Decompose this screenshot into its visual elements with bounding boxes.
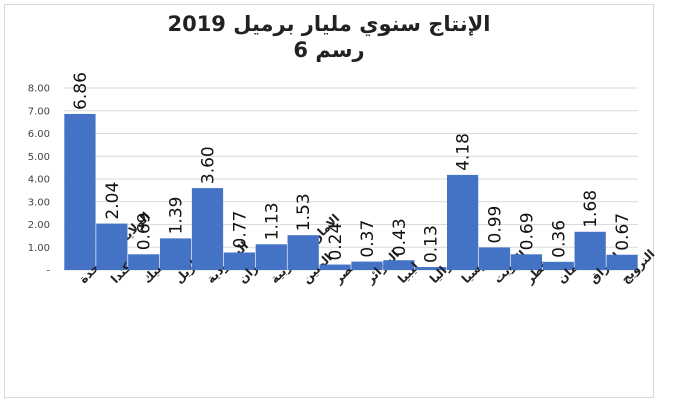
bar: [351, 261, 383, 270]
bar: [510, 254, 543, 270]
bar: [128, 254, 160, 270]
bar: [191, 188, 224, 270]
y-tick-label: 8.00: [28, 84, 50, 95]
bar: [606, 254, 638, 270]
bar: [287, 235, 319, 270]
bar: [446, 174, 479, 270]
bar: [574, 231, 606, 270]
title-block: الإنتاج سنوي مليار برميل 2019 رسم 6: [5, 11, 653, 63]
chart-frame: الإنتاج سنوي مليار برميل 2019 رسم 6: [4, 4, 654, 398]
data-label: 1.39: [167, 197, 187, 235]
chart-subtitle: رسم 6: [293, 38, 365, 62]
data-label: 0.69: [517, 212, 537, 250]
data-label: 0.69: [135, 212, 155, 250]
bar: [255, 244, 287, 270]
bar: [478, 247, 511, 270]
y-tick-label: 7.00: [28, 106, 50, 117]
bar: [319, 264, 351, 270]
bar: [383, 260, 415, 270]
data-label: 3.60: [199, 146, 219, 184]
data-label: 2.04: [103, 182, 123, 220]
data-label: 0.67: [613, 213, 633, 251]
data-label: 1.68: [581, 190, 601, 228]
y-tick-label: 2.00: [28, 220, 50, 231]
bar: [64, 113, 96, 270]
data-label: 0.37: [358, 220, 378, 258]
data-label: 1.53: [294, 193, 314, 231]
data-label: 4.18: [454, 133, 474, 171]
y-tick-label: 6.00: [28, 129, 50, 140]
data-label: 0.77: [230, 211, 250, 249]
data-label: 0.13: [422, 225, 442, 263]
data-label: 0.24: [326, 223, 346, 261]
bar: [96, 223, 128, 270]
bar: [159, 238, 192, 270]
y-tick-label: 1.00: [28, 243, 50, 254]
y-tick-label: 4.00: [28, 175, 50, 186]
y-tick-label: 3.00: [28, 197, 50, 208]
bar: [415, 267, 447, 270]
bar: [223, 252, 256, 270]
chart-title: الإنتاج سنوي مليار برميل 2019: [167, 12, 491, 36]
data-label: 0.43: [390, 218, 410, 256]
bar: [542, 261, 574, 270]
y-tick-label: 5.00: [28, 152, 50, 163]
data-label: 0.99: [486, 206, 506, 244]
y-tick-label: -: [46, 266, 50, 277]
data-label: 6.86: [71, 72, 91, 110]
data-label: 0.36: [549, 220, 569, 258]
data-label: 1.13: [262, 202, 282, 240]
